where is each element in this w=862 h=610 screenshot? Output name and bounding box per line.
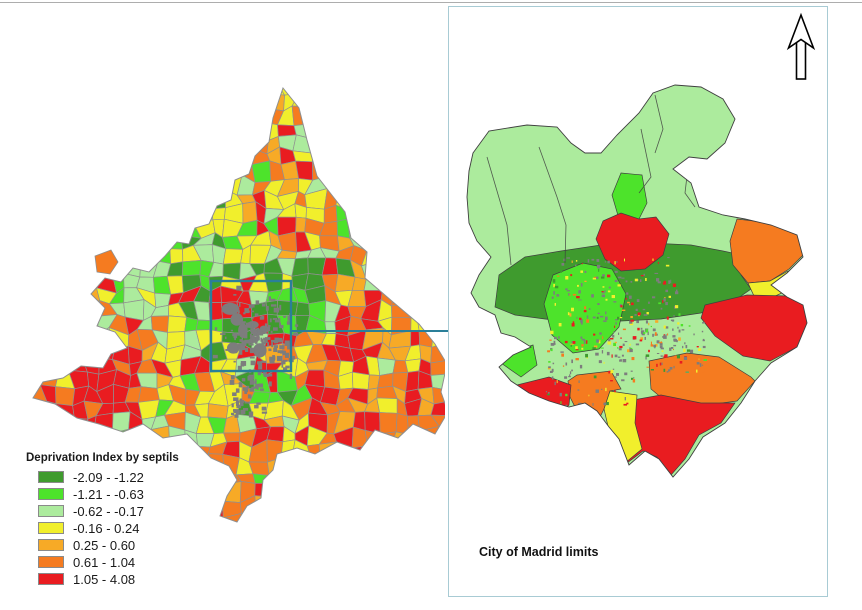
- legend-swatch-icon: [38, 539, 64, 551]
- legend-item-label: 0.25 - 0.60: [73, 537, 136, 553]
- exclave-area: [94, 249, 119, 275]
- legend-item-label: -0.62 - -0.17: [73, 503, 144, 519]
- legend: Deprivation Index by septils -2.09 - -1.…: [26, 452, 179, 590]
- legend-item: 0.25 - 0.60: [26, 537, 179, 553]
- legend-item-label: 1.05 - 4.08: [73, 571, 136, 587]
- top-divider: [0, 2, 862, 3]
- legend-items: -2.09 - -1.22 -1.21 - -0.63 -0.62 - -0.17-…: [26, 469, 179, 587]
- inset-label: City of Madrid limits: [479, 545, 599, 559]
- map-extent-indicator: [209, 279, 293, 373]
- legend-item: -0.62 - -0.17: [26, 503, 179, 519]
- urban-area: [212, 285, 299, 418]
- legend-item: -1.21 - -0.63: [26, 486, 179, 502]
- inset-panel: City of Madrid limits: [448, 6, 828, 597]
- north-arrow-icon: [786, 12, 816, 80]
- legend-swatch-icon: [38, 573, 64, 585]
- region-deprivation-map: [32, 86, 445, 523]
- city-deprivation-map: [466, 12, 816, 478]
- legend-swatch-icon: [38, 488, 64, 500]
- legend-item: -0.16 - 0.24: [26, 520, 179, 536]
- legend-item: 1.05 - 4.08: [26, 571, 179, 587]
- city-districts: [467, 85, 807, 477]
- legend-item: -2.09 - -1.22: [26, 469, 179, 485]
- legend-swatch-icon: [38, 505, 64, 517]
- legend-item-label: -0.16 - 0.24: [73, 520, 140, 536]
- legend-item-label: -2.09 - -1.22: [73, 469, 144, 485]
- legend-title: Deprivation Index by septils: [26, 452, 179, 464]
- legend-item-label: -1.21 - -0.63: [73, 486, 144, 502]
- extent-connector-line: [291, 330, 449, 332]
- legend-item-label: 0.61 - 1.04: [73, 554, 136, 570]
- legend-swatch-icon: [38, 471, 64, 483]
- legend-item: 0.61 - 1.04: [26, 554, 179, 570]
- legend-swatch-icon: [38, 522, 64, 534]
- legend-swatch-icon: [38, 556, 64, 568]
